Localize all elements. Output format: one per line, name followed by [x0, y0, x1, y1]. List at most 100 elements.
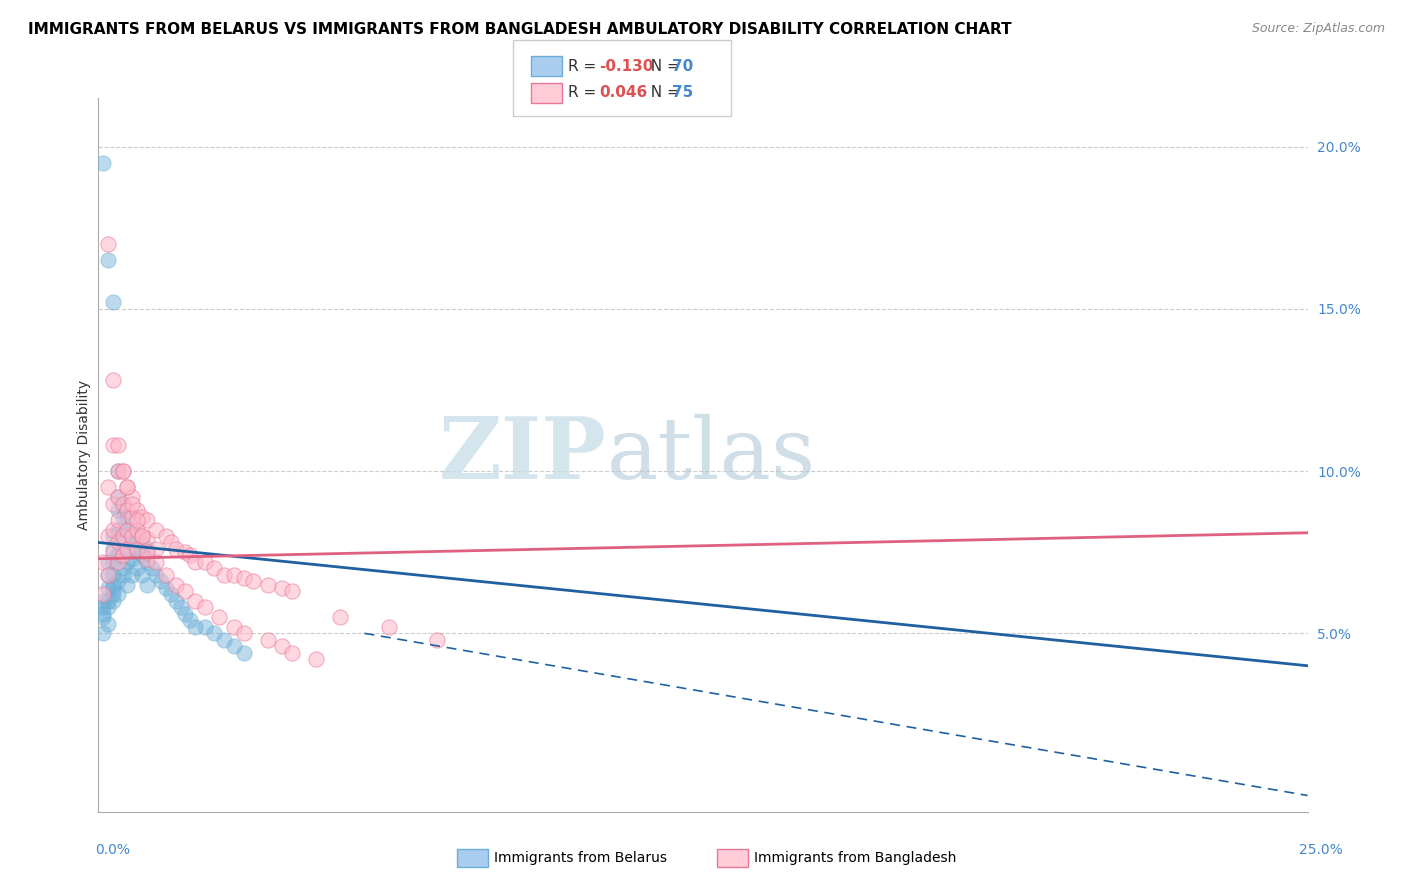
Point: [101, 594, 124, 608]
Point: [107, 555, 129, 569]
Point: [135, 533, 157, 547]
Point: [91, 555, 114, 569]
Point: [281, 584, 304, 599]
Point: [101, 529, 124, 543]
Point: [281, 646, 304, 660]
Point: [117, 577, 139, 591]
Text: Source: ZipAtlas.com: Source: ZipAtlas.com: [1251, 22, 1385, 36]
Point: [127, 541, 149, 556]
Point: [107, 490, 129, 504]
Point: [107, 438, 129, 452]
Point: [135, 555, 157, 569]
Point: [117, 523, 139, 537]
Point: [101, 295, 124, 310]
Point: [127, 523, 149, 537]
Text: -0.130: -0.130: [599, 59, 654, 73]
Point: [97, 594, 120, 608]
Point: [117, 523, 139, 537]
Point: [107, 535, 129, 549]
Text: 0.046: 0.046: [599, 86, 647, 100]
Point: [117, 480, 139, 494]
Point: [107, 513, 129, 527]
Point: [204, 561, 226, 575]
Point: [101, 541, 124, 556]
Point: [256, 632, 278, 647]
Point: [91, 587, 114, 601]
Point: [91, 607, 114, 621]
Point: [111, 464, 134, 478]
Point: [271, 581, 294, 595]
Point: [127, 513, 149, 527]
Point: [184, 555, 207, 569]
Point: [329, 610, 352, 624]
Point: [117, 541, 139, 556]
Point: [426, 632, 449, 647]
Point: [135, 513, 157, 527]
Point: [222, 640, 245, 654]
Point: [232, 571, 254, 585]
Point: [222, 568, 245, 582]
Point: [97, 237, 120, 252]
Point: [107, 464, 129, 478]
Point: [155, 529, 177, 543]
Point: [97, 581, 120, 595]
Point: [208, 610, 231, 624]
Point: [145, 541, 167, 556]
Point: [135, 577, 157, 591]
Point: [155, 568, 177, 582]
Point: [111, 568, 134, 582]
Point: [97, 568, 120, 582]
Point: [107, 523, 129, 537]
Text: R =: R =: [568, 59, 602, 73]
Point: [107, 490, 129, 504]
Point: [101, 545, 124, 559]
Point: [107, 549, 129, 563]
Point: [111, 561, 134, 575]
Text: ZIP: ZIP: [439, 413, 606, 497]
Point: [135, 551, 157, 566]
Point: [121, 568, 143, 582]
Point: [194, 555, 217, 569]
Point: [91, 600, 114, 615]
Point: [107, 574, 129, 589]
Point: [145, 523, 167, 537]
Point: [97, 253, 120, 268]
Point: [174, 545, 197, 559]
Point: [111, 497, 134, 511]
Text: Immigrants from Bangladesh: Immigrants from Bangladesh: [754, 851, 956, 865]
Point: [107, 535, 129, 549]
Point: [117, 503, 139, 517]
Point: [111, 549, 134, 563]
Point: [107, 587, 129, 601]
Point: [179, 613, 201, 627]
Point: [107, 503, 129, 517]
Point: [174, 607, 197, 621]
Point: [131, 529, 153, 543]
Point: [165, 541, 187, 556]
Point: [117, 541, 139, 556]
Point: [145, 568, 167, 582]
Point: [111, 529, 134, 543]
Text: 0.0%: 0.0%: [96, 843, 131, 857]
Point: [91, 156, 114, 170]
Point: [232, 626, 254, 640]
Point: [111, 509, 134, 524]
Y-axis label: Ambulatory Disability: Ambulatory Disability: [77, 380, 91, 530]
Point: [127, 561, 149, 575]
Point: [135, 545, 157, 559]
Point: [377, 620, 399, 634]
Point: [165, 577, 187, 591]
Point: [97, 568, 120, 582]
Point: [131, 535, 153, 549]
Point: [97, 600, 120, 615]
Text: atlas: atlas: [606, 413, 815, 497]
Point: [271, 640, 294, 654]
Text: N =: N =: [641, 86, 685, 100]
Point: [141, 561, 163, 575]
Point: [91, 626, 114, 640]
Point: [256, 577, 278, 591]
Point: [101, 568, 124, 582]
Point: [117, 509, 139, 524]
Point: [121, 523, 143, 537]
Point: [212, 568, 235, 582]
